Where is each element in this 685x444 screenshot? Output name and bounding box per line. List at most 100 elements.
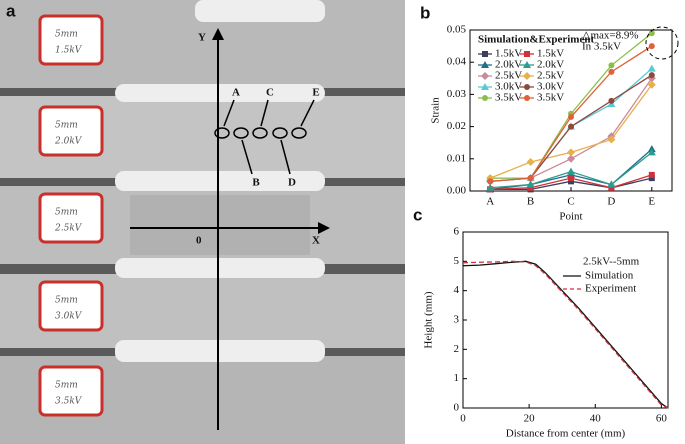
panel-label: a: [6, 1, 16, 20]
legend-title: Simulation&Experiment: [478, 34, 594, 46]
point-label: B: [252, 177, 260, 189]
x-tick-label: 0: [460, 413, 466, 425]
sample-size: 5mm: [55, 296, 78, 306]
legend-label: 2.5kV: [537, 70, 564, 82]
marker: [567, 167, 575, 175]
marker: [527, 184, 534, 191]
y-tick-label: 6: [454, 226, 460, 238]
marker: [607, 135, 616, 144]
marker: [567, 148, 575, 157]
y-tick-label: 0.03: [447, 88, 467, 100]
marker: [608, 62, 615, 69]
marker: [487, 178, 494, 185]
sample-size: 5mm: [55, 208, 78, 218]
marker: [568, 113, 574, 120]
x-tick-label: B: [527, 196, 534, 208]
sample-size: 5mm: [55, 381, 78, 391]
point-label: A: [232, 87, 240, 99]
legend-marker: [524, 95, 530, 101]
annotation: △max=8.9%: [582, 30, 639, 42]
sample-size: 5mm: [55, 121, 78, 131]
marker: [568, 178, 574, 185]
y-tick-label: 5: [454, 255, 460, 267]
y-tick-label: 0.01: [447, 152, 466, 164]
legend-label: 2.0kV: [537, 59, 564, 71]
legend-label: 2.0kV: [495, 59, 522, 71]
origin-label: 0: [196, 235, 202, 247]
marker: [647, 64, 656, 72]
x-tick-label: 20: [524, 413, 536, 425]
legend-marker: [482, 51, 488, 57]
marker: [526, 180, 535, 188]
legend-marker: [481, 72, 489, 80]
legend-label: 1.5kV: [537, 48, 564, 60]
x-axis-label: Distance from center (mm): [506, 428, 626, 440]
series-line: [462, 260, 669, 409]
y-tick-label: 3: [454, 314, 460, 326]
legend-marker: [523, 72, 531, 80]
legend-marker: [523, 61, 531, 68]
legend-marker: [524, 51, 530, 57]
axis-label: X: [312, 235, 320, 247]
marker: [526, 158, 535, 167]
legend-marker: [524, 84, 530, 90]
legend-label: 2.5kV: [495, 70, 522, 82]
y-tick-label: 1: [454, 372, 460, 384]
point-label: C: [266, 87, 274, 99]
x-tick-label: 60: [656, 413, 668, 425]
annotation: In 3.5kV: [582, 41, 621, 53]
y-tick-label: 4: [454, 284, 460, 296]
marker: [648, 175, 655, 182]
legend-label: 3.0kV: [537, 81, 564, 93]
marker: [648, 72, 655, 79]
sample-size: 5mm: [55, 30, 78, 40]
sample-voltage: 1.5kV: [55, 46, 83, 56]
marker: [647, 148, 656, 156]
panel-label: c: [413, 205, 422, 224]
marker: [608, 97, 615, 104]
marker: [648, 30, 655, 37]
x-tick-label: C: [567, 196, 574, 208]
sample-voltage: 3.0kV: [55, 312, 83, 322]
legend-label: 3.5kV: [495, 92, 522, 104]
highlight-circle: [645, 26, 679, 60]
sample-tag: [38, 14, 104, 66]
point-label: E: [312, 87, 319, 99]
marker: [567, 154, 575, 163]
y-tick-label: 2: [454, 343, 460, 355]
x-tick-label: D: [607, 196, 615, 208]
plot-frame: [462, 231, 669, 409]
x-tick-label: E: [648, 196, 655, 208]
sample-tag: [38, 105, 104, 157]
marker: [568, 123, 574, 130]
legend-label: Simulation: [585, 270, 634, 282]
y-tick-label: 0: [454, 402, 460, 414]
y-tick-label: 0.02: [447, 120, 466, 132]
y-tick-label: 0.04: [447, 56, 467, 68]
marker: [608, 68, 615, 75]
legend-label: 3.0kV: [495, 81, 522, 93]
axis-label: Y: [198, 32, 206, 44]
marker: [647, 80, 656, 89]
series-line: [462, 260, 669, 409]
sample-voltage: 2.0kV: [54, 137, 83, 147]
sample-tag: [38, 365, 104, 417]
marker: [568, 175, 574, 182]
legend-marker: [482, 95, 488, 101]
legend-title: 2.5kV--5mm: [583, 256, 640, 268]
y-tick-label: 0.05: [447, 24, 467, 36]
sample-tag: [38, 280, 104, 332]
sample-voltage: 3.5kV: [55, 397, 83, 407]
x-tick-label: A: [486, 196, 494, 208]
legend-label: Experiment: [585, 283, 636, 295]
y-tick-label: 0.00: [447, 185, 467, 197]
y-axis-label: Height (mm): [423, 291, 435, 348]
plot-frame: [469, 29, 673, 192]
sample-tag: [38, 192, 104, 244]
marker: [486, 183, 495, 191]
marker: [648, 43, 655, 50]
marker: [527, 175, 534, 182]
marker: [607, 180, 616, 188]
marker: [648, 171, 655, 178]
